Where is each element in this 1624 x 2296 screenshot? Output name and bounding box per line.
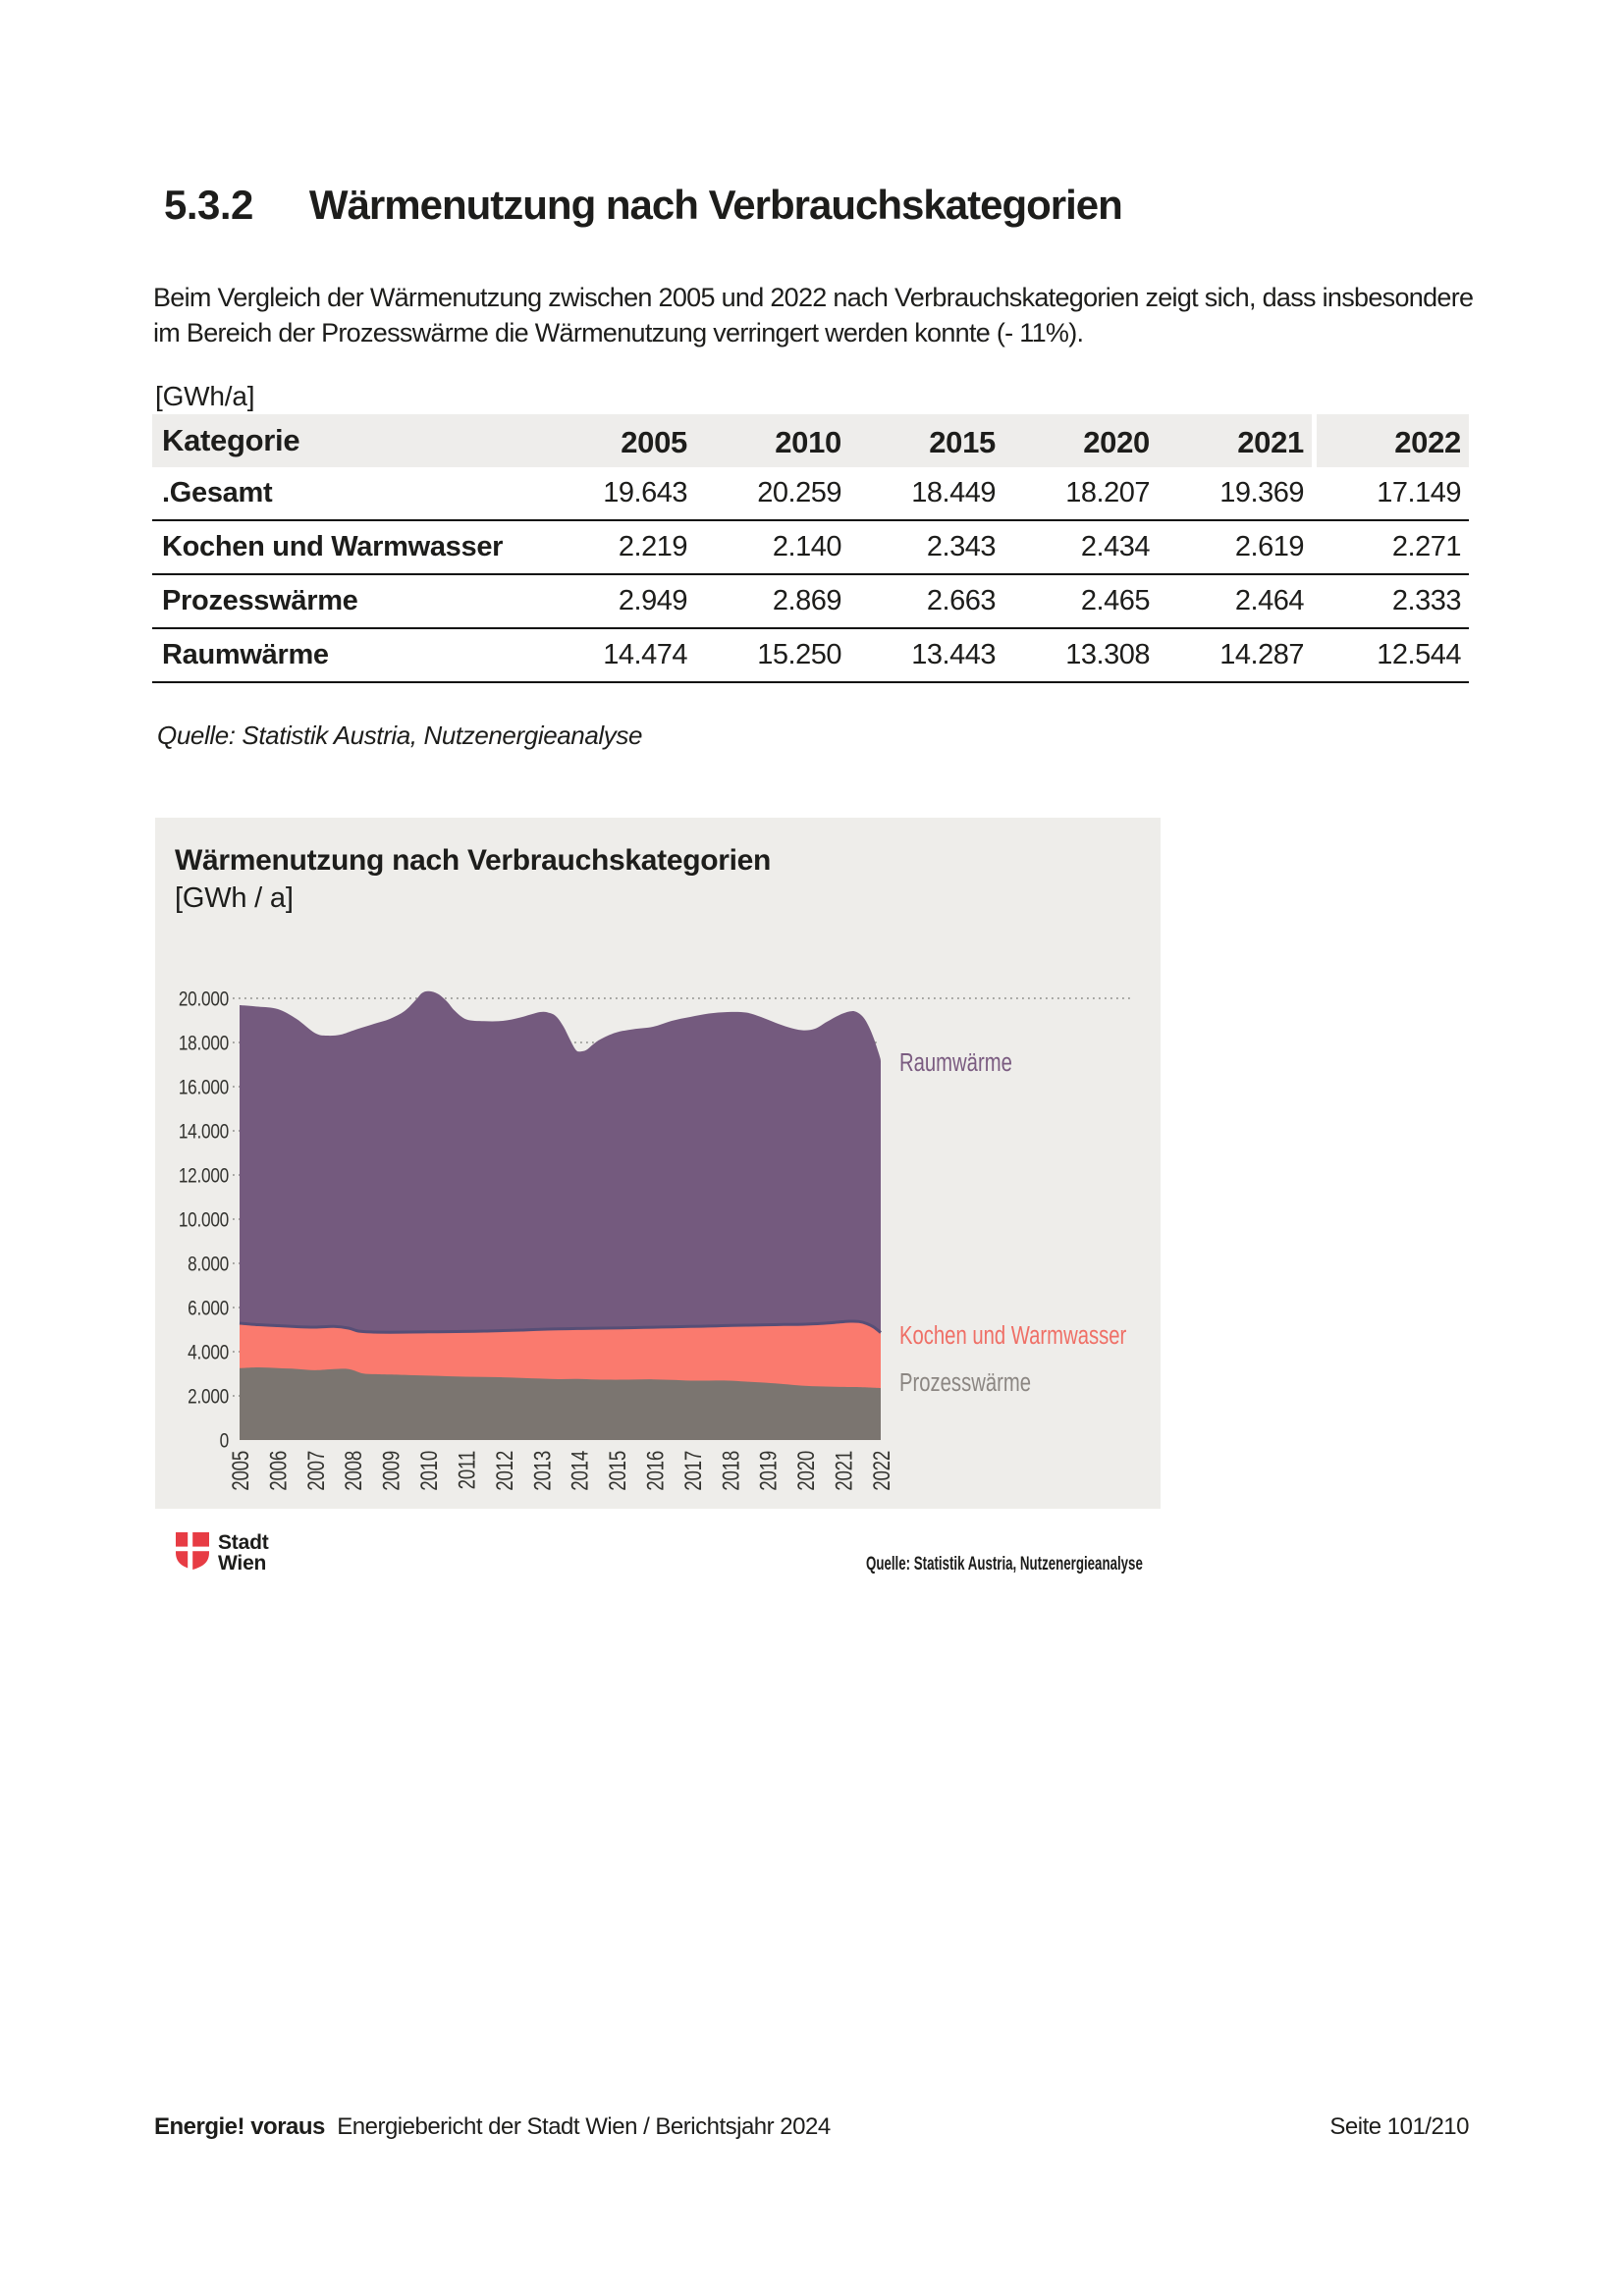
svg-text:2015: 2015 bbox=[605, 1451, 631, 1491]
svg-text:14.000: 14.000 bbox=[179, 1121, 229, 1144]
svg-text:12.000: 12.000 bbox=[179, 1165, 229, 1188]
svg-text:8.000: 8.000 bbox=[188, 1254, 229, 1276]
svg-text:16.000: 16.000 bbox=[179, 1077, 229, 1099]
svg-text:Prozesswärme: Prozesswärme bbox=[899, 1368, 1031, 1397]
svg-text:2014: 2014 bbox=[568, 1451, 594, 1491]
svg-text:2.000: 2.000 bbox=[188, 1386, 229, 1409]
svg-text:2013: 2013 bbox=[529, 1451, 556, 1491]
svg-text:2018: 2018 bbox=[718, 1451, 744, 1491]
svg-text:4.000: 4.000 bbox=[188, 1342, 229, 1364]
svg-text:6.000: 6.000 bbox=[188, 1298, 229, 1320]
svg-text:Raumwärme: Raumwärme bbox=[899, 1048, 1012, 1077]
svg-text:10.000: 10.000 bbox=[179, 1209, 229, 1232]
svg-text:2007: 2007 bbox=[303, 1451, 330, 1491]
svg-text:2009: 2009 bbox=[378, 1451, 405, 1491]
svg-text:2021: 2021 bbox=[831, 1451, 857, 1491]
svg-text:20.000: 20.000 bbox=[179, 988, 229, 1011]
svg-text:2020: 2020 bbox=[793, 1451, 820, 1491]
svg-text:0: 0 bbox=[220, 1430, 229, 1453]
svg-text:2005: 2005 bbox=[228, 1451, 254, 1491]
svg-text:2017: 2017 bbox=[680, 1451, 707, 1491]
svg-text:2010: 2010 bbox=[416, 1451, 443, 1491]
svg-text:2016: 2016 bbox=[642, 1451, 669, 1491]
svg-text:2012: 2012 bbox=[492, 1451, 518, 1491]
svg-text:2006: 2006 bbox=[265, 1451, 292, 1491]
svg-text:2008: 2008 bbox=[341, 1451, 367, 1491]
svg-text:18.000: 18.000 bbox=[179, 1033, 229, 1055]
svg-text:Kochen und Warmwasser: Kochen und Warmwasser bbox=[899, 1321, 1126, 1350]
svg-text:2019: 2019 bbox=[756, 1451, 783, 1491]
svg-text:2022: 2022 bbox=[869, 1451, 895, 1491]
svg-text:2011: 2011 bbox=[454, 1451, 480, 1489]
